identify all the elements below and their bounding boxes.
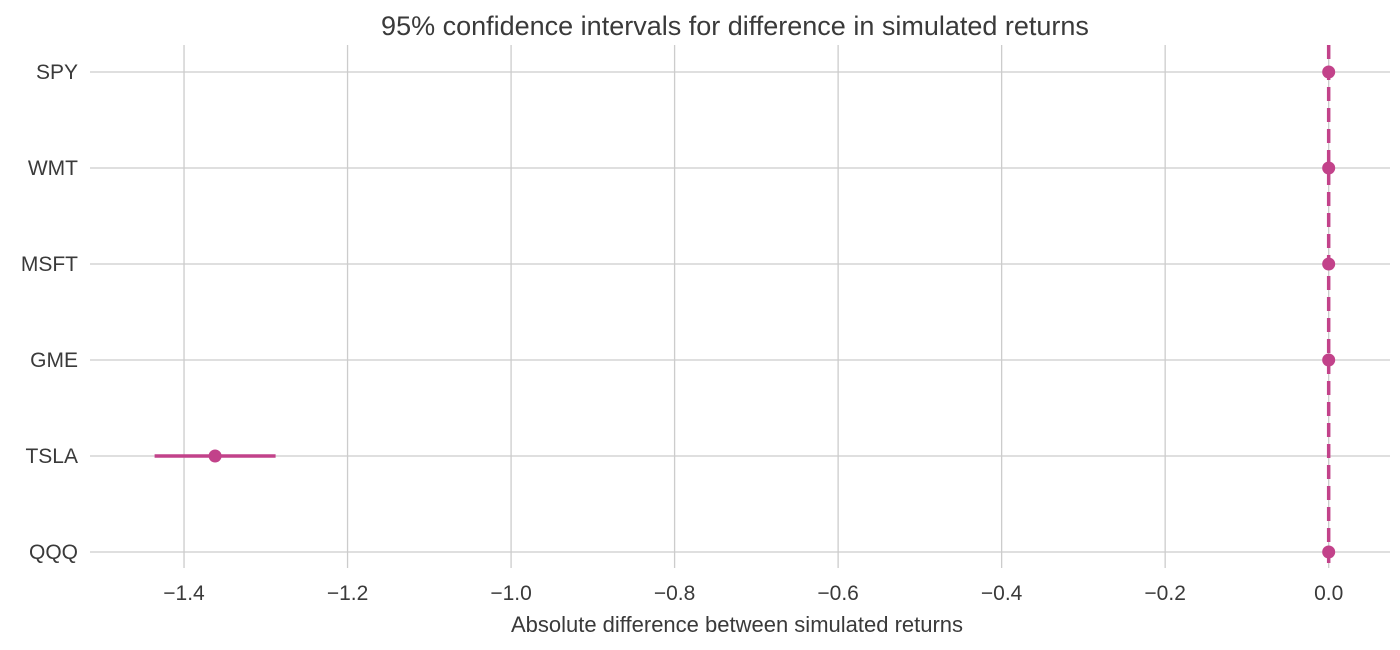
point-gme (1322, 353, 1336, 367)
x-tick-label: −1.4 (163, 582, 205, 605)
x-tick-label: −1.2 (327, 582, 368, 605)
point-qqq (1322, 545, 1336, 559)
y-tick-label: QQQ (29, 541, 78, 564)
data-marks (154, 65, 1336, 559)
y-tick-label: TSLA (25, 445, 78, 468)
x-tick-label: −0.4 (981, 582, 1023, 605)
point-msft (1322, 257, 1336, 271)
y-tick-label: GME (30, 349, 78, 372)
gridlines (90, 45, 1390, 568)
y-tick-label: SPY (36, 61, 78, 84)
point-tsla (208, 449, 222, 463)
x-tick-label: 0.0 (1314, 582, 1343, 605)
point-spy (1322, 65, 1336, 79)
y-tick-label: WMT (28, 157, 78, 180)
x-tick-labels: −1.4 −1.2 −1.0 −0.8 −0.6 −0.4 −0.2 0.0 (163, 582, 1343, 605)
x-axis-label: Absolute difference between simulated re… (511, 612, 963, 637)
chart-title: 95% confidence intervals for difference … (381, 11, 1089, 41)
x-tick-label: −0.8 (654, 582, 695, 605)
x-tick-label: −0.2 (1144, 582, 1185, 605)
y-tick-label: MSFT (21, 253, 78, 276)
x-tick-label: −1.0 (490, 582, 531, 605)
x-tick-label: −0.6 (817, 582, 858, 605)
point-wmt (1322, 161, 1336, 175)
y-tick-labels: SPY WMT MSFT GME TSLA QQQ (21, 61, 78, 564)
